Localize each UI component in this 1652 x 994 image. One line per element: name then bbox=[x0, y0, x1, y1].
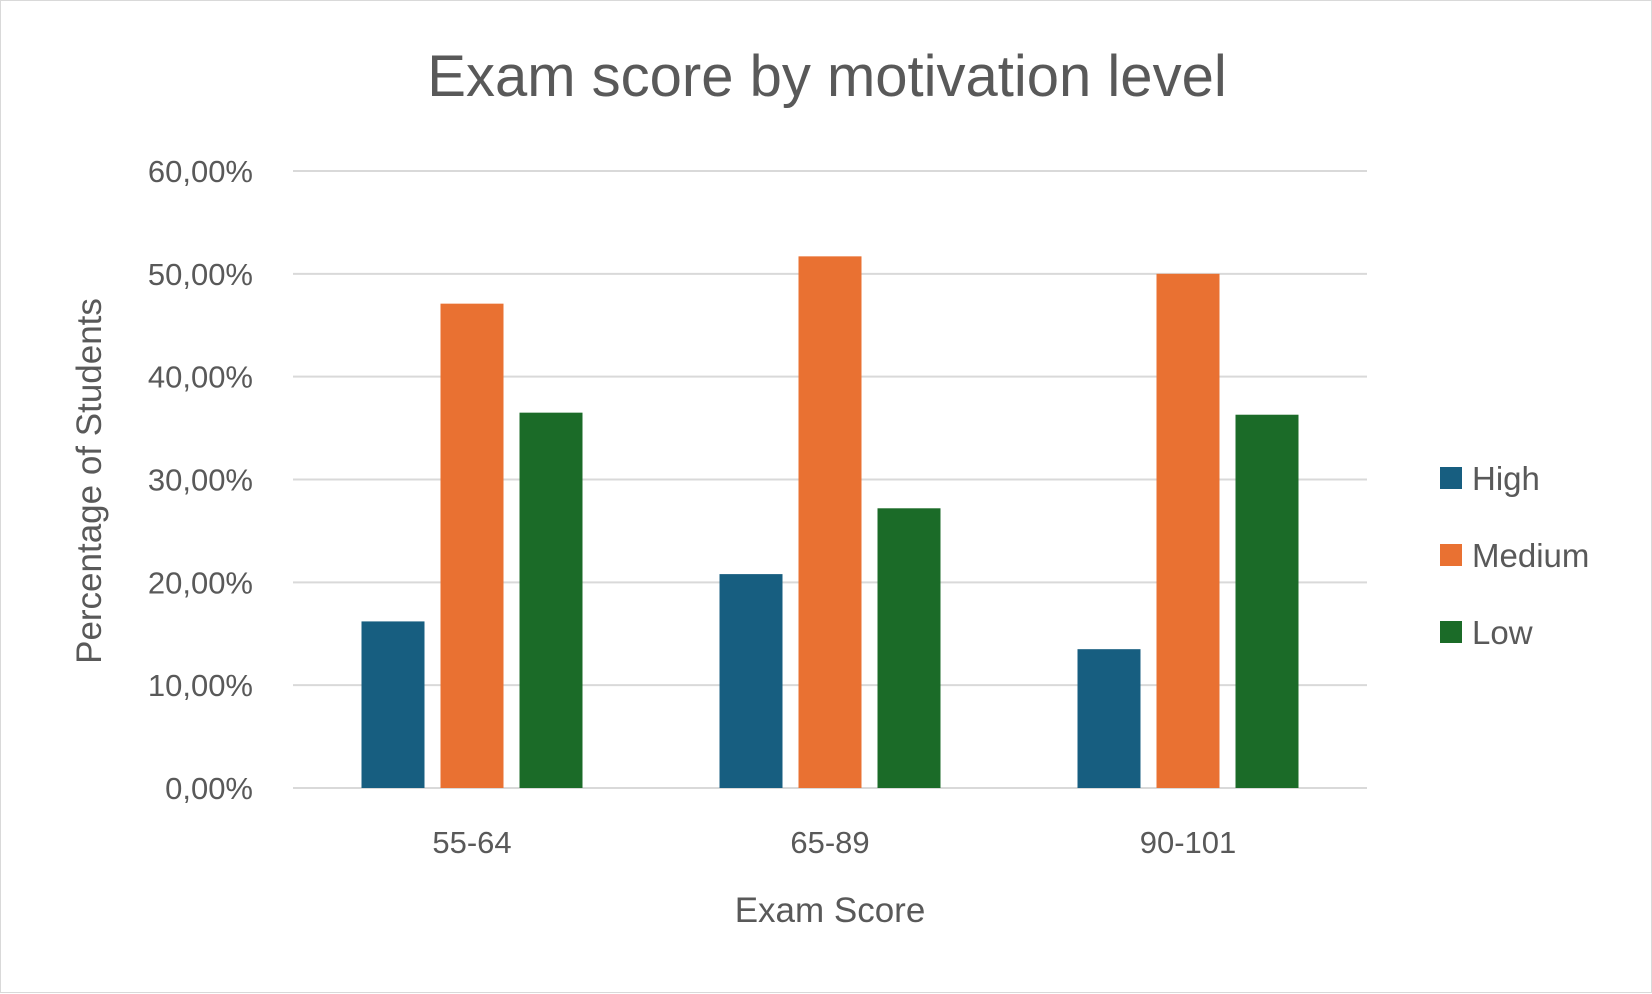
x-axis-title: Exam Score bbox=[735, 891, 926, 930]
bar-high-55-64 bbox=[361, 621, 425, 788]
y-tick-label: 40,00% bbox=[148, 360, 253, 395]
chart-title: Exam score by motivation level bbox=[427, 44, 1226, 109]
bar-medium-65-89 bbox=[798, 256, 862, 788]
bar-high-65-89 bbox=[719, 574, 783, 788]
y-tick-label: 60,00% bbox=[148, 154, 253, 189]
x-tick-label: 65-89 bbox=[790, 825, 869, 860]
y-axis-title: Percentage of Students bbox=[70, 298, 109, 664]
legend: High Medium Low bbox=[1440, 460, 1589, 651]
bar-low-55-64 bbox=[519, 412, 583, 788]
y-tick-label: 0,00% bbox=[165, 771, 253, 806]
legend-label-medium: Medium bbox=[1472, 537, 1589, 574]
x-axis-tick-labels: 55-64 65-89 90-101 bbox=[432, 825, 1236, 860]
bars bbox=[361, 256, 1299, 788]
y-tick-label: 20,00% bbox=[148, 565, 253, 600]
legend-swatch-high bbox=[1440, 467, 1462, 489]
legend-label-high: High bbox=[1472, 460, 1540, 497]
y-axis-tick-labels: 0,00% 10,00% 20,00% 30,00% 40,00% 50,00% 60,00… bbox=[148, 154, 253, 806]
x-tick-label: 90-101 bbox=[1140, 825, 1237, 860]
y-tick-label: 10,00% bbox=[148, 668, 253, 703]
legend-swatch-low bbox=[1440, 621, 1462, 643]
bar-low-90-101 bbox=[1235, 414, 1299, 788]
legend-swatch-medium bbox=[1440, 544, 1462, 566]
bar-medium-90-101 bbox=[1156, 273, 1220, 788]
y-tick-label: 50,00% bbox=[148, 257, 253, 292]
x-tick-label: 55-64 bbox=[432, 825, 511, 860]
bar-low-65-89 bbox=[877, 508, 941, 788]
legend-label-low: Low bbox=[1472, 614, 1533, 651]
bar-high-90-101 bbox=[1077, 649, 1141, 788]
y-tick-label: 30,00% bbox=[148, 463, 253, 498]
bar-medium-55-64 bbox=[440, 303, 504, 788]
